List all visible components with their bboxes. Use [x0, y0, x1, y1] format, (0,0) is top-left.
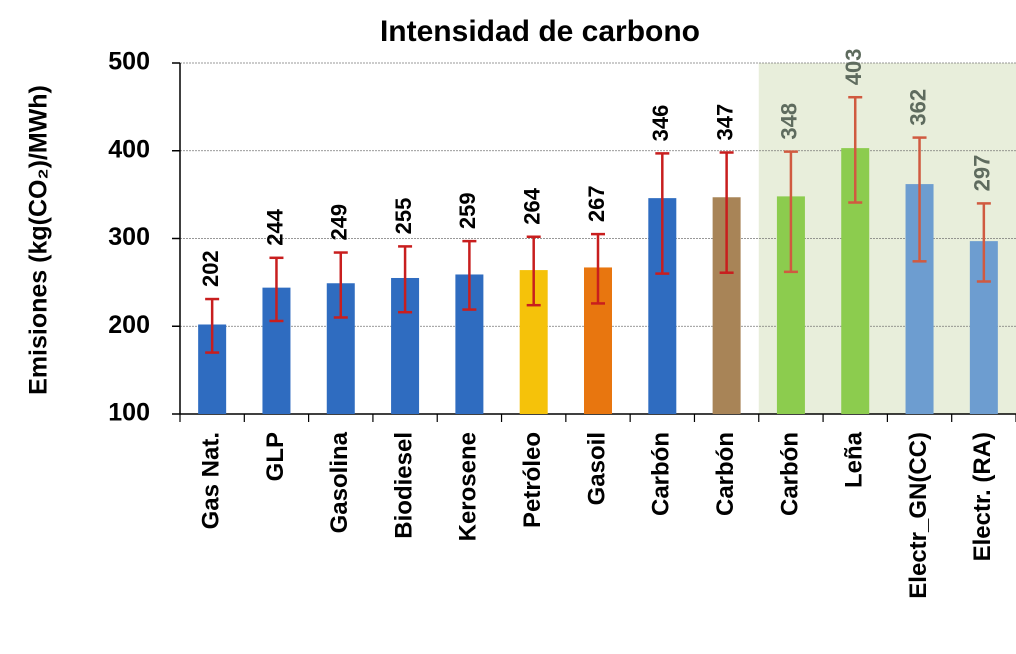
data-label: 255 [391, 198, 416, 235]
x-tick-label: GLP [262, 432, 289, 481]
x-tick-label: Carbón [776, 432, 803, 516]
x-tick-label: Electr. (RA) [969, 432, 996, 561]
data-label: 244 [262, 208, 287, 245]
x-tick-label: Petróleo [519, 432, 546, 528]
x-tick-label: Gas Nat. [197, 432, 224, 529]
chart-title: Intensidad de carbono [380, 15, 700, 48]
data-label: 249 [327, 204, 352, 241]
x-tick-label: Gasolina [326, 431, 353, 533]
data-label: 347 [712, 104, 737, 141]
data-label: 297 [970, 155, 995, 192]
y-tick-label: 300 [108, 223, 150, 251]
data-label: 348 [777, 103, 802, 140]
y-tick-label: 200 [108, 311, 150, 339]
x-tick-label: Leña [841, 431, 868, 488]
y-axis-title: Emisiones (kg(CO₂)/MWh) [25, 85, 53, 395]
y-tick-label: 500 [108, 48, 150, 76]
data-label: 264 [520, 187, 545, 224]
x-tick-label: Kerosene [455, 432, 482, 541]
data-label: 346 [648, 105, 673, 142]
x-tick-label: Carbón [712, 432, 739, 516]
x-tick-label: Carbón [648, 432, 675, 516]
x-tick-label: Gasoil [583, 432, 610, 505]
y-tick-label: 100 [108, 399, 150, 427]
data-label: 202 [198, 250, 223, 287]
x-tick-label: Electr_GN(CC) [905, 432, 932, 599]
data-label: 403 [841, 49, 866, 86]
x-tick-label: Biodiesel [390, 432, 417, 539]
data-label: 259 [455, 192, 480, 229]
y-tick-label: 400 [108, 135, 150, 163]
data-label: 267 [584, 185, 609, 222]
data-label: 362 [905, 89, 930, 126]
